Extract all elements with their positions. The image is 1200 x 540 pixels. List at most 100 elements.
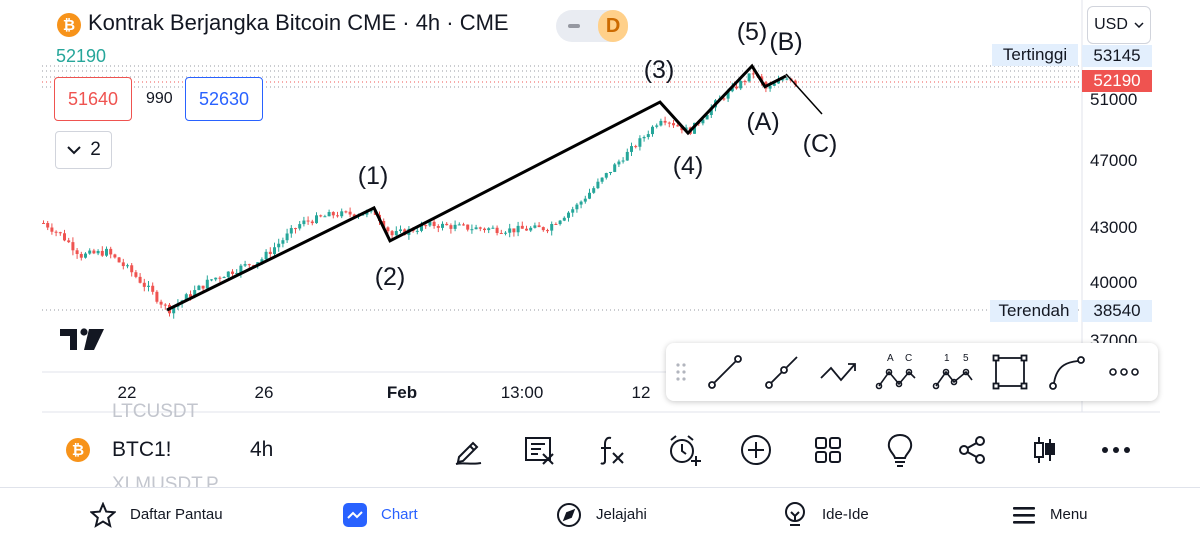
indicator-count: 2 bbox=[90, 139, 101, 160]
candle-body bbox=[701, 119, 705, 124]
alert-icon[interactable] bbox=[664, 430, 704, 470]
candle-body bbox=[432, 221, 436, 227]
candle-body bbox=[625, 151, 629, 161]
candle-body bbox=[550, 223, 554, 231]
candle-body bbox=[621, 160, 625, 162]
wave-label-4[interactable]: (4) bbox=[672, 152, 704, 180]
candle-body bbox=[302, 220, 306, 225]
candle-body bbox=[655, 125, 659, 127]
wave-label-5[interactable]: (5) bbox=[736, 18, 768, 46]
candle-body bbox=[172, 306, 176, 314]
candle-body bbox=[298, 224, 302, 229]
candle-body bbox=[390, 231, 394, 236]
candle-body bbox=[646, 134, 650, 138]
nav-ideas[interactable]: Ide-Ide bbox=[782, 488, 869, 540]
compass-icon bbox=[557, 502, 581, 527]
candle-body bbox=[214, 277, 218, 280]
order-panel-icon[interactable] bbox=[519, 430, 559, 470]
wave-label-3[interactable]: (3) bbox=[643, 56, 675, 84]
candle-body bbox=[189, 294, 192, 297]
candle-body bbox=[105, 248, 108, 256]
nav-explore[interactable]: Jelajahi bbox=[556, 488, 647, 540]
watermark-symbol-top: LTCUSDT bbox=[112, 401, 199, 422]
price-axis-label: 40000 bbox=[1090, 273, 1138, 292]
candle-body bbox=[520, 225, 524, 229]
time-axis-label: 22 bbox=[117, 383, 137, 402]
candle-body bbox=[79, 253, 83, 258]
wave-label-a[interactable]: (A) bbox=[746, 108, 780, 136]
nav-chart[interactable]: Chart bbox=[343, 488, 418, 540]
candle-body bbox=[462, 224, 465, 226]
candle-body bbox=[201, 285, 205, 289]
chart-title[interactable]: Kontrak Berjangka Bitcoin CME · 4h · CME bbox=[88, 10, 509, 35]
elliott-wave-line[interactable] bbox=[166, 63, 787, 312]
candle-body bbox=[420, 225, 423, 231]
add-icon[interactable] bbox=[736, 430, 776, 470]
nav-watchlist[interactable]: Daftar Pantau bbox=[90, 488, 223, 540]
candle-body bbox=[445, 223, 449, 226]
candle-body bbox=[113, 254, 117, 258]
wave-label-1[interactable]: (1) bbox=[357, 162, 389, 190]
rectangle-icon[interactable] bbox=[981, 343, 1038, 401]
candle-body bbox=[575, 204, 579, 210]
currency-select[interactable]: USD bbox=[1087, 6, 1151, 44]
ray-icon[interactable] bbox=[753, 343, 810, 401]
candle-body bbox=[163, 304, 167, 306]
candle-body bbox=[285, 233, 289, 241]
candle-body bbox=[726, 91, 730, 99]
chart-mode-label[interactable]: D bbox=[598, 10, 628, 42]
candle-body bbox=[310, 221, 314, 224]
more-icon[interactable] bbox=[1096, 430, 1136, 470]
wave-label-2[interactable]: (2) bbox=[374, 263, 406, 291]
candle-body bbox=[247, 264, 251, 266]
collapse-indicators-button[interactable]: 2 bbox=[55, 131, 112, 169]
svg-text:1: 1 bbox=[944, 353, 950, 364]
candle-body bbox=[558, 220, 562, 225]
candle-body bbox=[273, 247, 276, 255]
wave-c-projection[interactable] bbox=[785, 73, 823, 115]
spread-value: 990 bbox=[146, 90, 173, 107]
more-icon[interactable] bbox=[1095, 343, 1152, 401]
symbol-button[interactable]: BTC1! bbox=[112, 438, 172, 461]
chart-style-icon[interactable] bbox=[1024, 430, 1064, 470]
curve-icon[interactable] bbox=[1038, 343, 1095, 401]
indicators-icon[interactable] bbox=[592, 430, 632, 470]
drag-handle-icon[interactable] bbox=[666, 362, 696, 382]
share-icon[interactable] bbox=[952, 430, 992, 470]
candle-body bbox=[88, 250, 92, 254]
candle-body bbox=[793, 80, 797, 85]
candle-body bbox=[226, 271, 230, 278]
candle-body bbox=[583, 198, 587, 202]
nav-menu[interactable]: Menu bbox=[1012, 488, 1088, 540]
timeframe-button[interactable]: 4h bbox=[250, 438, 274, 461]
layouts-icon[interactable] bbox=[808, 430, 848, 470]
pencil-icon[interactable] bbox=[448, 430, 488, 470]
chart-canvas[interactable] bbox=[0, 0, 1200, 420]
svg-text:5: 5 bbox=[963, 353, 969, 364]
candle-body bbox=[117, 257, 121, 263]
candle-body bbox=[609, 171, 612, 174]
candle-body bbox=[184, 294, 188, 301]
wave-label-c[interactable]: (C) bbox=[802, 130, 838, 158]
candle-body bbox=[747, 73, 751, 82]
candle-body bbox=[533, 225, 537, 228]
chart-mode-toggle[interactable]: D bbox=[556, 10, 628, 42]
candle-body bbox=[147, 285, 150, 287]
polyline-icon[interactable] bbox=[810, 343, 867, 401]
time-axis-label: 12 bbox=[631, 383, 651, 402]
candle-body bbox=[67, 240, 71, 243]
wave-label-b[interactable]: (B) bbox=[769, 28, 803, 56]
time-axis-label: Feb bbox=[386, 383, 418, 402]
trend-line-icon[interactable] bbox=[696, 343, 753, 401]
ideas-bulb-icon[interactable] bbox=[880, 430, 920, 470]
low-label: Terendah bbox=[990, 300, 1078, 322]
candle-body bbox=[415, 230, 419, 232]
sell-button[interactable]: 51640 bbox=[54, 77, 132, 121]
candle-body bbox=[579, 201, 583, 205]
buy-button[interactable]: 52630 bbox=[185, 77, 263, 121]
candle-body bbox=[50, 227, 54, 232]
candle-body bbox=[470, 229, 474, 231]
